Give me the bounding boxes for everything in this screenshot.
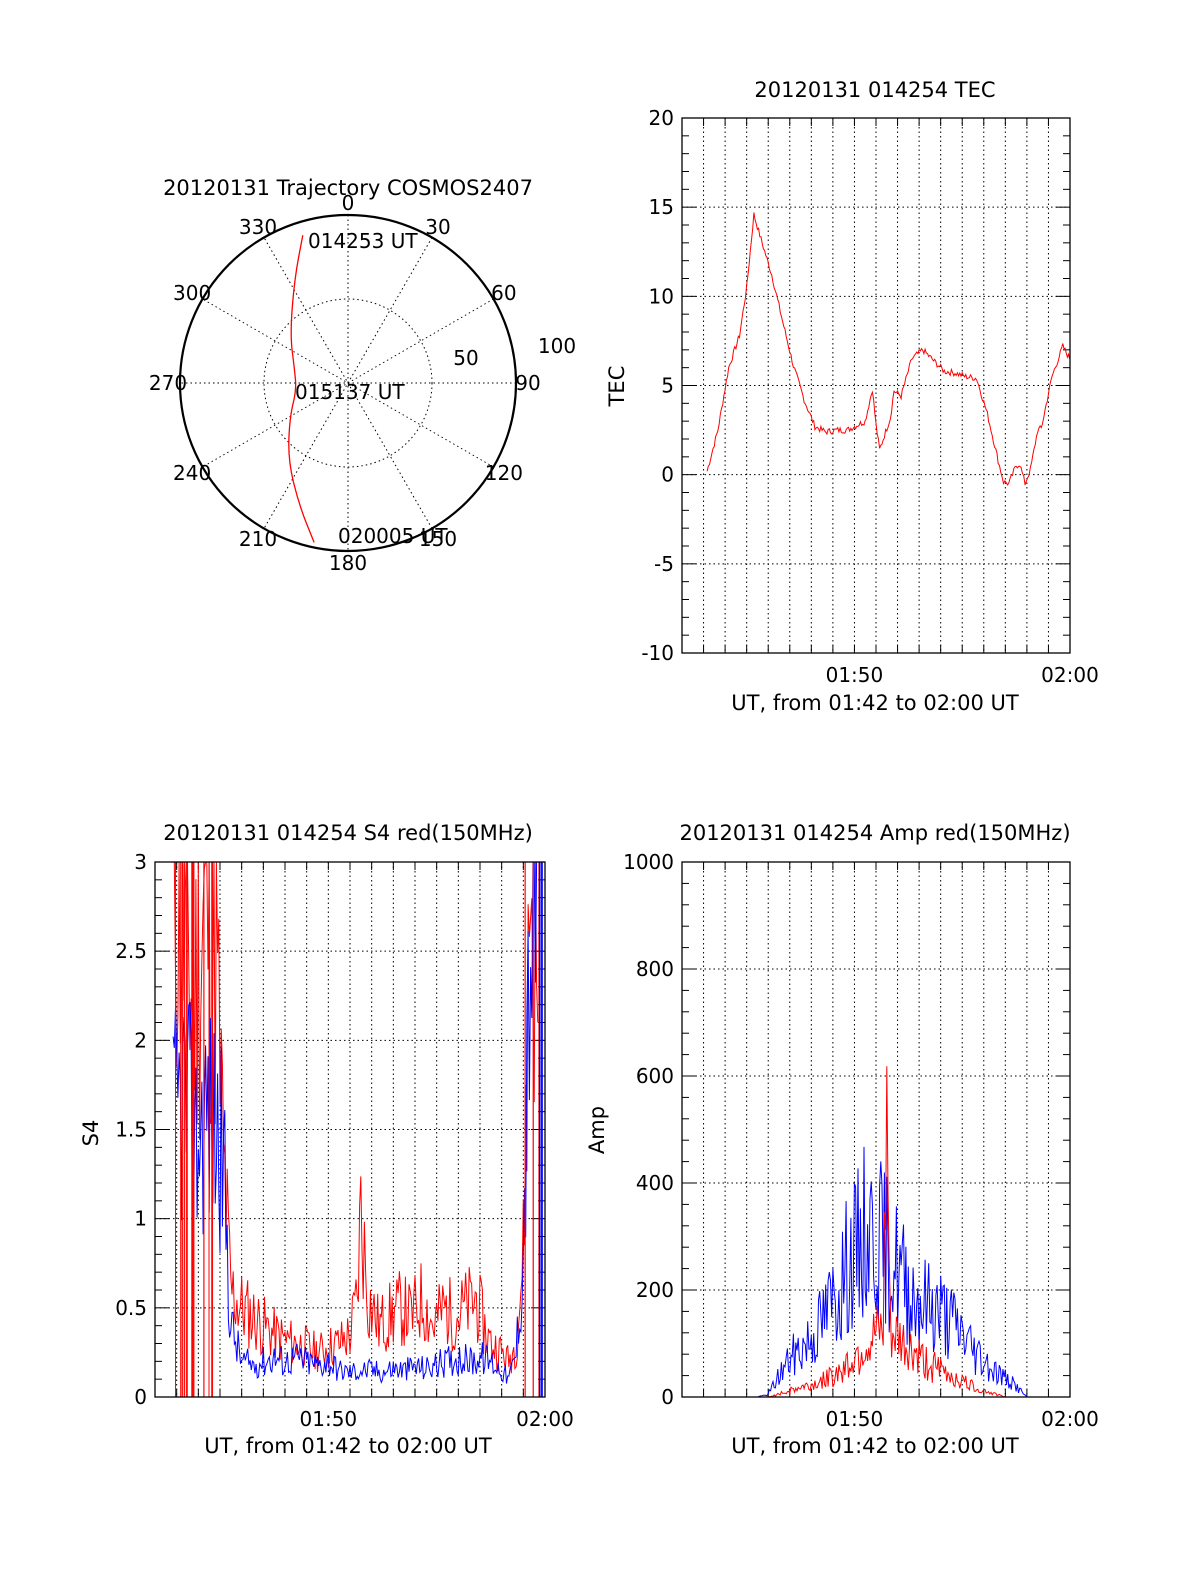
s4-grid xyxy=(155,862,545,1397)
x-tick-label: 02:00 xyxy=(516,1407,574,1431)
polar-angle-label: 120 xyxy=(485,461,523,485)
s4-xlabel: UT, from 01:42 to 02:00 UT xyxy=(204,1434,492,1458)
polar-angle-labels: 0 30 60 90 120 150 180 210 240 270 300 330 50 100 xyxy=(149,191,576,575)
polar-angle-label: 90 xyxy=(515,371,540,395)
polar-radius-label: 100 xyxy=(538,334,576,358)
x-tick-label: 01:50 xyxy=(300,1407,358,1431)
trajectory-mid-label: 015137 UT xyxy=(295,380,405,404)
y-tick-label: 15 xyxy=(649,195,674,219)
polar-angle-label: 270 xyxy=(149,371,187,395)
x-tick-label: 01:50 xyxy=(826,1407,884,1431)
y-tick-label: -10 xyxy=(641,641,674,665)
y-tick-label: 0 xyxy=(661,1385,674,1409)
x-tick-label: 02:00 xyxy=(1041,1407,1099,1431)
s4-series-line xyxy=(173,861,539,1374)
polar-angle-label: 150 xyxy=(419,527,457,551)
tec-xlabel: UT, from 01:42 to 02:00 UT xyxy=(731,691,1019,715)
polar-angle-label: 180 xyxy=(329,551,367,575)
y-tick-label: 1000 xyxy=(623,850,674,874)
s4-ylabel: S4 xyxy=(79,1120,103,1147)
y-tick-label: 200 xyxy=(636,1278,674,1302)
s4-chart: 20120131 014254 S4 red(150MHz) 01:50 02:0… xyxy=(79,821,574,1458)
amp-title: 20120131 014254 Amp red(150MHz) xyxy=(679,821,1070,845)
y-tick-label: 0 xyxy=(134,1385,147,1409)
amp-ticks: 01:50 02:00 1000 800 600 400 200 0 xyxy=(623,850,1099,1431)
tec-series-line xyxy=(706,212,1071,486)
y-tick-label: 20 xyxy=(649,106,674,130)
y-tick-label: 1.5 xyxy=(115,1118,147,1142)
amp-series xyxy=(703,1066,1070,1398)
y-tick-label: 2.5 xyxy=(115,939,147,963)
tec-title: 20120131 014254 TEC xyxy=(754,78,995,102)
y-tick-label: 5 xyxy=(661,374,674,398)
polar-angle-label: 330 xyxy=(239,215,277,239)
tec-series xyxy=(706,212,1071,486)
s4-series xyxy=(172,861,543,1397)
amp-frame xyxy=(681,861,1071,1398)
trajectory-line xyxy=(288,235,315,543)
polar-spoke xyxy=(263,237,433,529)
y-tick-label: 1 xyxy=(134,1207,147,1231)
polar-angle-label: 300 xyxy=(173,281,211,305)
trajectory-end-label: 020005 UT xyxy=(338,524,448,548)
y-tick-label: 10 xyxy=(649,284,674,308)
amp-series-line xyxy=(703,1146,1070,1398)
s4-series-line xyxy=(172,861,538,1384)
tec-ylabel: TEC xyxy=(605,366,629,408)
tec-chart: 20120131 014254 TEC 01:50 02:00 20 15 10 5 0 -5… xyxy=(605,78,1099,715)
polar-angle-label: 0 xyxy=(342,191,355,215)
s4-frame xyxy=(154,861,546,1398)
tec-ticks: 01:50 02:00 20 15 10 5 0 -5 -10 xyxy=(641,106,1098,687)
polar-trajectory-chart: 20120131 Trajectory COSMOS2407 0 30 60 90 12… xyxy=(149,176,576,575)
amp-ylabel: Amp xyxy=(585,1106,609,1154)
polar-radius-label: 50 xyxy=(453,346,478,370)
tec-frame xyxy=(681,117,1071,654)
polar-series xyxy=(288,235,315,543)
x-tick-label: 02:00 xyxy=(1041,663,1099,687)
y-tick-label: -5 xyxy=(654,552,674,576)
s4-title: 20120131 014254 S4 red(150MHz) xyxy=(163,821,533,845)
y-tick-label: 800 xyxy=(636,957,674,981)
polar-angle-label: 30 xyxy=(425,215,450,239)
x-tick-label: 01:50 xyxy=(826,663,884,687)
y-tick-label: 2 xyxy=(134,1028,147,1052)
polar-grid xyxy=(178,213,518,553)
y-tick-label: 3 xyxy=(134,850,147,874)
polar-angle-label: 60 xyxy=(491,281,516,305)
polar-angle-label: 210 xyxy=(239,527,277,551)
amp-grid xyxy=(682,862,1070,1397)
y-tick-label: 0.5 xyxy=(115,1296,147,1320)
tec-grid xyxy=(682,118,1070,653)
polar-title: 20120131 Trajectory COSMOS2407 xyxy=(163,176,533,200)
amp-xlabel: UT, from 01:42 to 02:00 UT xyxy=(731,1434,1019,1458)
y-tick-label: 0 xyxy=(661,463,674,487)
trajectory-start-label: 014253 UT xyxy=(308,229,418,253)
y-tick-label: 600 xyxy=(636,1064,674,1088)
amp-chart: 20120131 014254 Amp red(150MHz) 01:50 02:… xyxy=(585,821,1099,1458)
polar-angle-label: 240 xyxy=(173,461,211,485)
y-tick-label: 400 xyxy=(636,1171,674,1195)
